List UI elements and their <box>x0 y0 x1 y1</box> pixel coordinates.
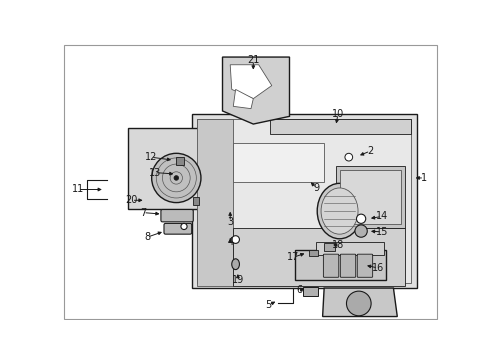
Text: 11: 11 <box>71 184 84 194</box>
Polygon shape <box>233 143 324 182</box>
Text: 13: 13 <box>148 167 161 177</box>
FancyBboxPatch shape <box>193 197 199 205</box>
Text: 6: 6 <box>296 285 302 294</box>
FancyBboxPatch shape <box>161 210 193 222</box>
FancyBboxPatch shape <box>323 254 338 277</box>
FancyBboxPatch shape <box>163 223 191 234</box>
Polygon shape <box>339 170 400 224</box>
Text: 15: 15 <box>375 227 387 237</box>
Text: 16: 16 <box>371 263 384 273</box>
Circle shape <box>346 291 370 316</box>
FancyBboxPatch shape <box>357 254 372 277</box>
Ellipse shape <box>317 183 361 239</box>
Text: 8: 8 <box>143 232 150 242</box>
Text: 7: 7 <box>140 208 146 217</box>
Text: 14: 14 <box>375 211 387 221</box>
Text: 3: 3 <box>227 217 233 227</box>
Ellipse shape <box>231 259 239 270</box>
Ellipse shape <box>321 188 357 234</box>
Polygon shape <box>230 65 271 99</box>
Circle shape <box>231 236 239 243</box>
Polygon shape <box>127 128 224 209</box>
Polygon shape <box>197 119 233 286</box>
Text: 5: 5 <box>265 300 271 310</box>
Polygon shape <box>316 242 384 255</box>
Polygon shape <box>197 119 410 283</box>
FancyBboxPatch shape <box>324 243 334 251</box>
Text: 20: 20 <box>125 195 138 205</box>
Polygon shape <box>270 119 410 134</box>
FancyBboxPatch shape <box>302 287 317 296</box>
Polygon shape <box>322 288 396 316</box>
Text: 21: 21 <box>246 55 259 65</box>
Text: 17: 17 <box>286 252 299 262</box>
FancyBboxPatch shape <box>308 249 317 256</box>
Text: 4: 4 <box>227 237 233 247</box>
Text: 19: 19 <box>231 275 244 285</box>
Text: 9: 9 <box>313 183 319 193</box>
Polygon shape <box>222 57 289 124</box>
Circle shape <box>174 176 178 180</box>
FancyBboxPatch shape <box>340 254 355 277</box>
Polygon shape <box>335 166 404 228</box>
FancyBboxPatch shape <box>176 157 183 165</box>
Circle shape <box>181 223 187 230</box>
Text: 10: 10 <box>331 109 344 119</box>
Polygon shape <box>233 89 253 109</box>
Text: 1: 1 <box>420 173 427 183</box>
Polygon shape <box>191 114 416 288</box>
Polygon shape <box>233 228 404 286</box>
Circle shape <box>354 225 366 237</box>
Polygon shape <box>294 249 385 280</box>
Circle shape <box>344 153 352 161</box>
Text: 2: 2 <box>366 146 373 156</box>
Circle shape <box>356 214 365 223</box>
Circle shape <box>151 153 201 203</box>
Text: 12: 12 <box>144 152 157 162</box>
Text: 18: 18 <box>331 240 344 250</box>
